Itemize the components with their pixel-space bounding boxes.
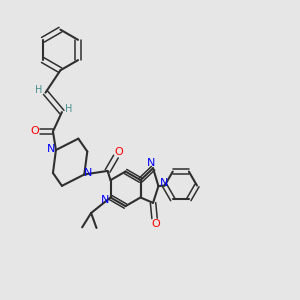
Text: N: N	[160, 178, 168, 188]
Text: N: N	[147, 158, 156, 168]
Text: N: N	[47, 144, 55, 154]
Text: H: H	[34, 85, 42, 95]
Text: O: O	[115, 147, 123, 158]
Text: N: N	[84, 168, 93, 178]
Text: O: O	[152, 219, 160, 229]
Text: O: O	[30, 127, 39, 136]
Text: N: N	[101, 195, 109, 205]
Text: H: H	[65, 104, 73, 114]
